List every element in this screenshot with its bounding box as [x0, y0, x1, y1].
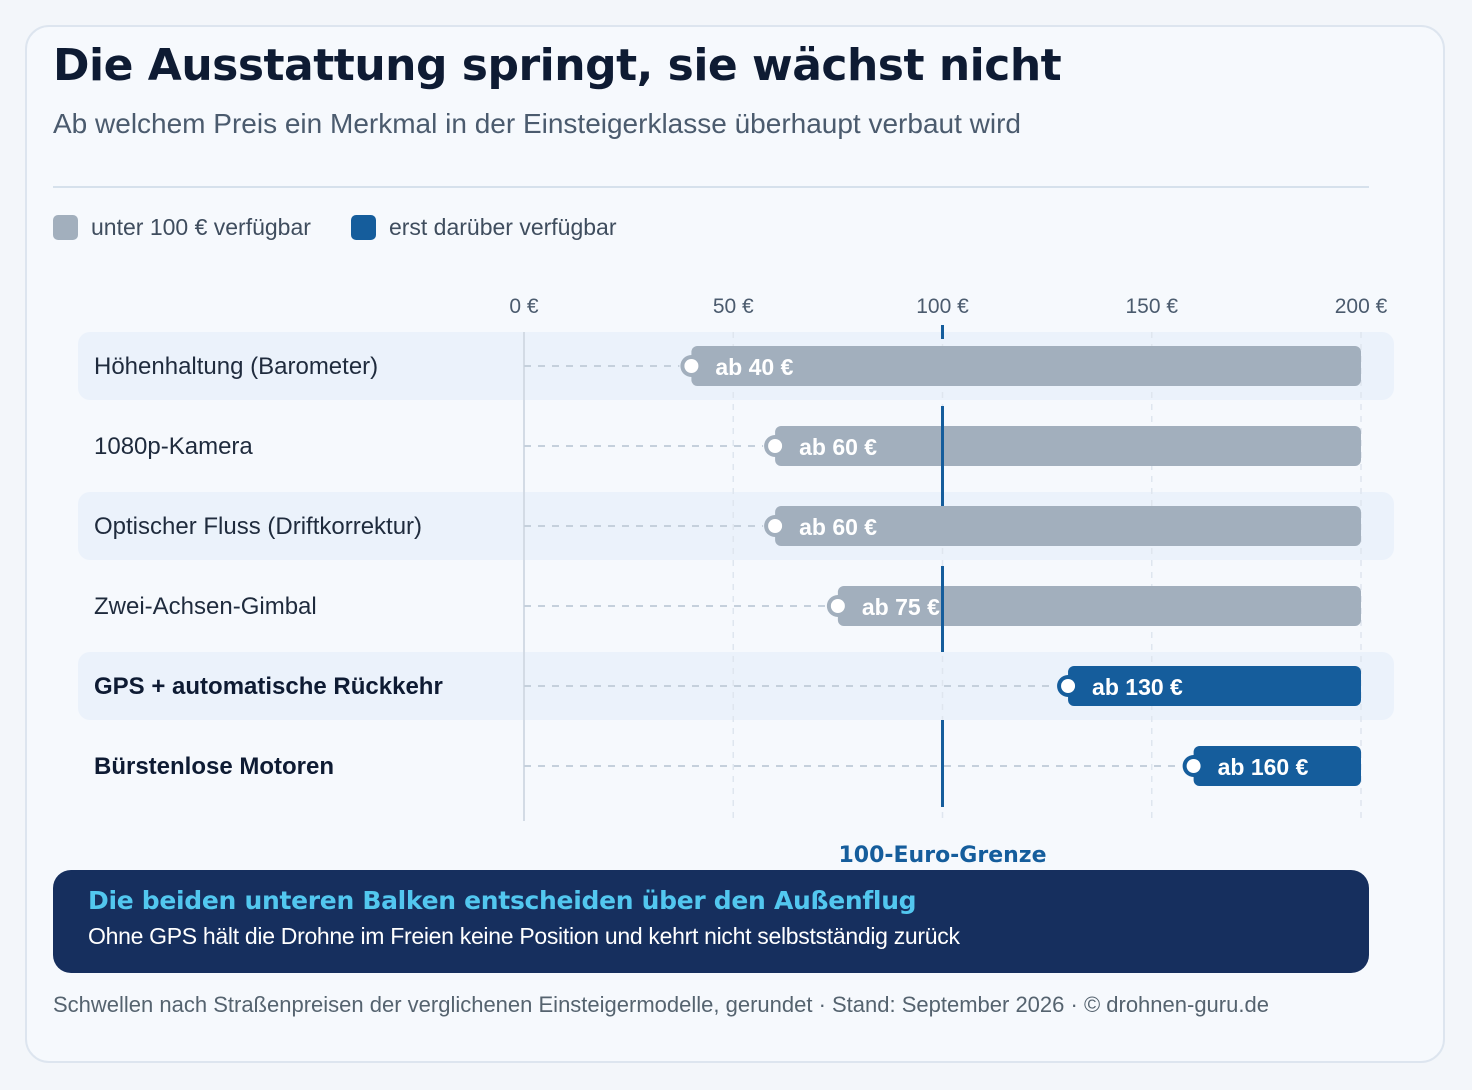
row-label: Höhenhaltung (Barometer) — [94, 353, 378, 380]
bar — [1068, 666, 1361, 706]
x-tick-label: 200 € — [1335, 295, 1388, 318]
bar-value-label: ab 160 € — [1218, 754, 1309, 780]
x-tick-label: 0 € — [509, 295, 539, 318]
x-tick-label: 50 € — [713, 295, 754, 318]
bar-marker — [768, 519, 783, 533]
bar-value-label: ab 75 € — [862, 594, 940, 620]
bar-chart: 0 € 50 € 100 € 150 € 200 € Höhenhaltung (Baro… — [78, 295, 1394, 868]
chart-title: Die Ausstattung springt, sie wächst nich… — [53, 40, 1062, 91]
row-label: Optischer Fluss (Driftkorrektur) — [94, 513, 422, 540]
row-label: Bürstenlose Motoren — [94, 753, 334, 780]
bar-marker — [830, 599, 845, 613]
bar-value-label: ab 60 € — [799, 434, 877, 460]
bar-marker — [1186, 759, 1201, 773]
row-label: Zwei-Achsen-Gimbal — [94, 593, 317, 620]
footer-source: Schwellen nach Straßenpreisen der vergli… — [53, 992, 1269, 1017]
legend-swatch-above — [350, 215, 376, 240]
row-label: 1080p-Kamera — [94, 433, 253, 460]
legend-item-below: unter 100 € verfügbar — [53, 214, 311, 241]
legend: unter 100 € verfügbar erst darüber verfü… — [53, 214, 657, 241]
callout-box: Die beiden unteren Balken entscheiden üb… — [53, 870, 1369, 973]
bar-value-label: ab 60 € — [799, 514, 877, 540]
row-label: GPS + automatische Rückkehr — [94, 673, 443, 700]
bar-value-label: ab 40 € — [715, 354, 793, 380]
bar — [691, 346, 1361, 386]
callout-title: Die beiden unteren Balken entscheiden üb… — [88, 886, 917, 915]
header-divider — [53, 186, 1369, 188]
bar — [837, 586, 1361, 626]
bar-marker — [768, 439, 783, 453]
legend-swatch-below — [53, 215, 78, 240]
bar-marker — [1061, 679, 1076, 693]
legend-item-above: erst darüber verfügbar — [350, 214, 617, 241]
x-tick-label: 100 € — [916, 295, 969, 318]
threshold-label: 100-Euro-Grenze — [838, 843, 1046, 868]
chart-subtitle: Ab welchem Preis ein Merkmal in der Eins… — [53, 108, 1021, 139]
callout-text: Ohne GPS hält die Drohne im Freien keine… — [88, 923, 960, 949]
x-tick-label: 150 € — [1125, 295, 1178, 318]
bar — [1193, 746, 1361, 786]
bar-value-label: ab 130 € — [1092, 674, 1183, 700]
legend-label-below: unter 100 € verfügbar — [91, 214, 311, 240]
bar — [775, 426, 1361, 466]
legend-label-above: erst darüber verfügbar — [388, 214, 617, 240]
bar — [775, 506, 1361, 546]
bar-marker — [684, 359, 699, 373]
